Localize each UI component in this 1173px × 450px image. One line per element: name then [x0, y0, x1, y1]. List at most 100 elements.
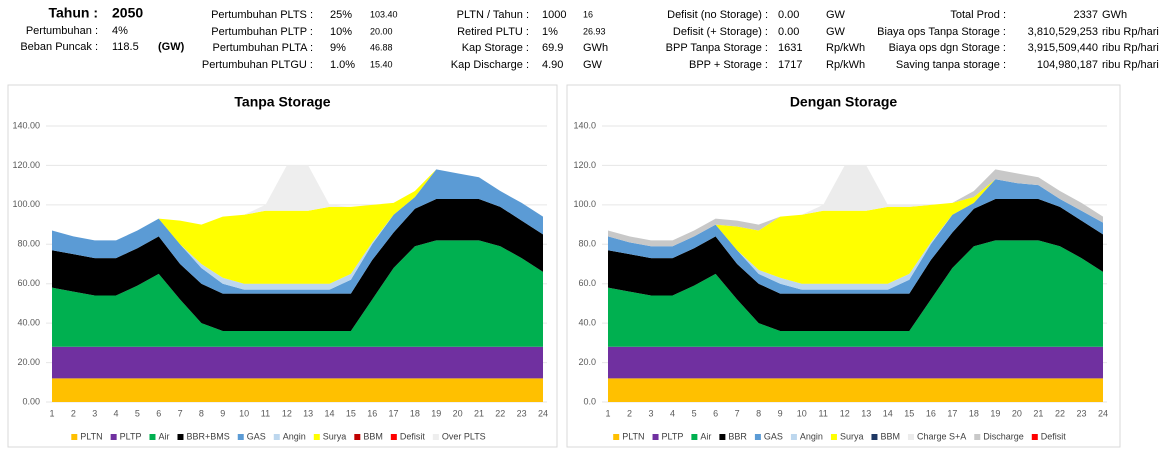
param-value: 1631 — [778, 42, 802, 54]
param-label: Defisit (+ Storage) : — [673, 26, 768, 38]
x-tick-label: 8 — [199, 408, 204, 418]
legend-swatch — [790, 434, 797, 440]
x-tick-label: 18 — [969, 408, 979, 418]
param-unit: GW — [826, 26, 846, 38]
param-label: Biaya ops dgn Storage : — [889, 42, 1006, 54]
legend-label: PLTP — [662, 431, 684, 441]
legend-swatch — [354, 434, 361, 440]
param-value: 4% — [112, 25, 128, 37]
area — [608, 179, 1103, 284]
param-value: 104,980,187 — [1037, 59, 1098, 71]
param-value: 2337 — [1074, 9, 1098, 21]
param-label: Biaya ops Tanpa Storage : — [877, 26, 1006, 38]
x-tick-label: 5 — [692, 408, 697, 418]
legend-label: GAS — [247, 431, 266, 441]
legend-swatch — [71, 434, 78, 440]
x-tick-label: 14 — [883, 408, 893, 418]
x-tick-label: 21 — [1033, 408, 1043, 418]
x-tick-label: 15 — [346, 408, 356, 418]
legend-swatch — [313, 434, 320, 440]
param-label: BPP + Storage : — [689, 59, 768, 71]
legend-label: Discharge — [983, 431, 1024, 441]
x-tick-label: 23 — [517, 408, 527, 418]
x-tick-label: 17 — [947, 408, 957, 418]
param-label: Total Prod : — [950, 9, 1006, 21]
y-tick-label: 140.0 — [573, 120, 596, 130]
param-label: PLTN / Tahun : — [457, 9, 529, 21]
y-tick-label: 120.00 — [12, 160, 40, 170]
x-tick-label: 24 — [538, 408, 548, 418]
legend-swatch — [830, 434, 837, 440]
param-label: Kap Discharge : — [451, 59, 529, 71]
area — [608, 198, 1103, 332]
x-tick-label: 4 — [670, 408, 675, 418]
x-tick-label: 12 — [282, 408, 292, 418]
y-tick-label: 60.00 — [17, 278, 40, 288]
x-tick-label: 4 — [114, 408, 119, 418]
x-tick-label: 22 — [495, 408, 505, 418]
param-value: 10% — [330, 26, 352, 38]
x-tick-label: 20 — [453, 408, 463, 418]
legend-swatch — [237, 434, 244, 440]
legend-label: Defisit — [400, 431, 426, 441]
y-tick-label: 40.00 — [17, 318, 40, 328]
legend-label: Over PLTS — [442, 431, 486, 441]
x-tick-label: 11 — [261, 408, 270, 418]
legend-swatch — [691, 434, 698, 440]
param-unit: Rp/kWh — [826, 59, 865, 71]
param-unit: 20.00 — [370, 26, 393, 36]
x-tick-label: 14 — [325, 408, 335, 418]
x-tick-label: 10 — [239, 408, 249, 418]
param-value: 2050 — [112, 5, 143, 21]
param-unit: ribu Rp/hari — [1102, 42, 1159, 54]
param-label: Retired PLTU : — [457, 26, 529, 38]
param-unit: 103.40 — [370, 9, 398, 19]
param-value: 69.9 — [542, 42, 563, 54]
x-tick-label: 10 — [797, 408, 807, 418]
param-value: 3,915,509,440 — [1028, 42, 1098, 54]
legend-swatch — [177, 434, 184, 440]
param-unit: 26.93 — [583, 26, 606, 36]
param-unit: GW — [583, 59, 603, 71]
legend-swatch — [907, 434, 914, 440]
x-tick-label: 5 — [135, 408, 140, 418]
param-value: 1717 — [778, 59, 802, 71]
param-value: 1000 — [542, 9, 566, 21]
param-label: BPP Tanpa Storage : — [666, 42, 768, 54]
legend: PLTN PLTP Air BBR GAS Angin Surya BBM Charge S+A… — [613, 431, 1066, 441]
param-value: 1% — [542, 26, 558, 38]
param-unit: GWh — [583, 42, 608, 54]
param-unit: ribu Rp/hari — [1102, 26, 1159, 38]
param-value: 25% — [330, 9, 352, 21]
legend-label: BBM — [363, 431, 383, 441]
area — [52, 240, 543, 347]
param-label: Tahun : — [48, 5, 98, 21]
param-label: Pertumbuhan PLTA : — [213, 42, 313, 54]
area — [608, 165, 1103, 247]
chart-title: Tanpa Storage — [234, 94, 330, 110]
y-tick-label: 0.00 — [22, 396, 40, 406]
legend-label: PLTN — [80, 431, 102, 441]
legend-label: BBR+BMS — [186, 431, 229, 441]
area — [608, 179, 1103, 294]
param-label: Pertumbuhan PLTGU : — [202, 59, 313, 71]
y-tick-label: 0.0 — [583, 396, 596, 406]
legend-swatch — [390, 434, 397, 440]
x-tick-label: 8 — [756, 408, 761, 418]
legend-swatch — [110, 434, 117, 440]
param-value: 0.00 — [778, 26, 799, 38]
x-tick-label: 15 — [904, 408, 914, 418]
y-tick-label: 120.0 — [573, 160, 596, 170]
x-tick-label: 21 — [474, 408, 484, 418]
param-unit: ribu Rp/hari — [1102, 59, 1159, 71]
x-tick-label: 12 — [840, 408, 850, 418]
y-tick-label: 60.0 — [578, 278, 596, 288]
area — [608, 346, 1103, 379]
param-unit: 16 — [583, 9, 593, 19]
y-tick-label: 140.00 — [12, 120, 40, 130]
legend-label: Angin — [283, 431, 306, 441]
x-tick-label: 7 — [178, 408, 183, 418]
param-value: 1.0% — [330, 59, 355, 71]
param-label: Beban Puncak : — [20, 41, 98, 53]
